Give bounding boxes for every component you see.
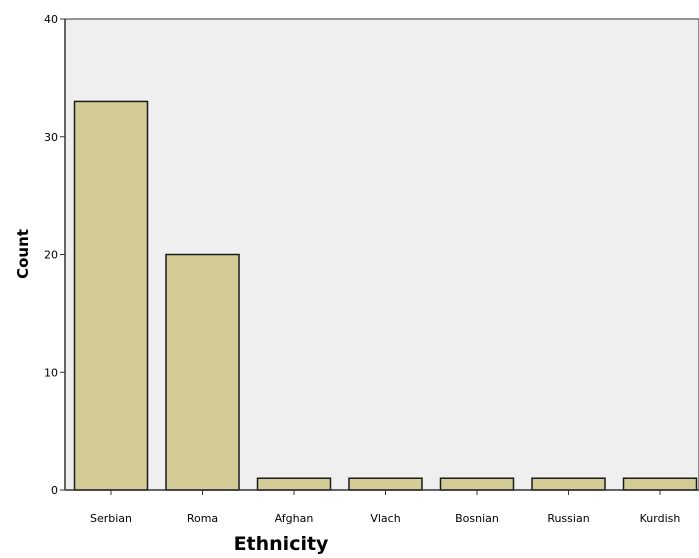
x-tick-label-kurdish: Kurdish <box>640 512 681 525</box>
x-axis-title: Ethnicity <box>234 533 329 555</box>
x-tick-label-bosnian: Bosnian <box>455 512 499 525</box>
y-tick-label: 40 <box>44 13 58 26</box>
y-axis-title: Count <box>14 229 32 279</box>
y-tick-label: 20 <box>44 249 58 262</box>
y-tick-label: 30 <box>44 131 58 144</box>
bar-kurdish <box>622 477 698 491</box>
x-tick-label-serbian: Serbian <box>90 512 132 525</box>
y-tick-label: 0 <box>51 484 58 497</box>
x-tick-label-russian: Russian <box>547 512 589 525</box>
bar-bosnian <box>439 477 515 491</box>
bar-roma <box>165 253 240 491</box>
x-axis-ticks: Serbian Roma Afghan Vlach Bosnian Russian Kurd… <box>90 490 680 525</box>
bar-russian <box>531 477 606 491</box>
plot-area <box>64 18 699 491</box>
bar-afghan <box>256 477 332 491</box>
y-axis-ticks: 0 10 20 30 40 <box>44 13 65 497</box>
y-tick-label: 10 <box>44 366 58 379</box>
bars <box>73 100 698 491</box>
x-tick-label-roma: Roma <box>187 512 218 525</box>
bar-vlach <box>348 477 423 491</box>
x-tick-label-vlach: Vlach <box>370 512 400 525</box>
bar-serbian <box>73 100 149 491</box>
x-tick-label-afghan: Afghan <box>275 512 314 525</box>
